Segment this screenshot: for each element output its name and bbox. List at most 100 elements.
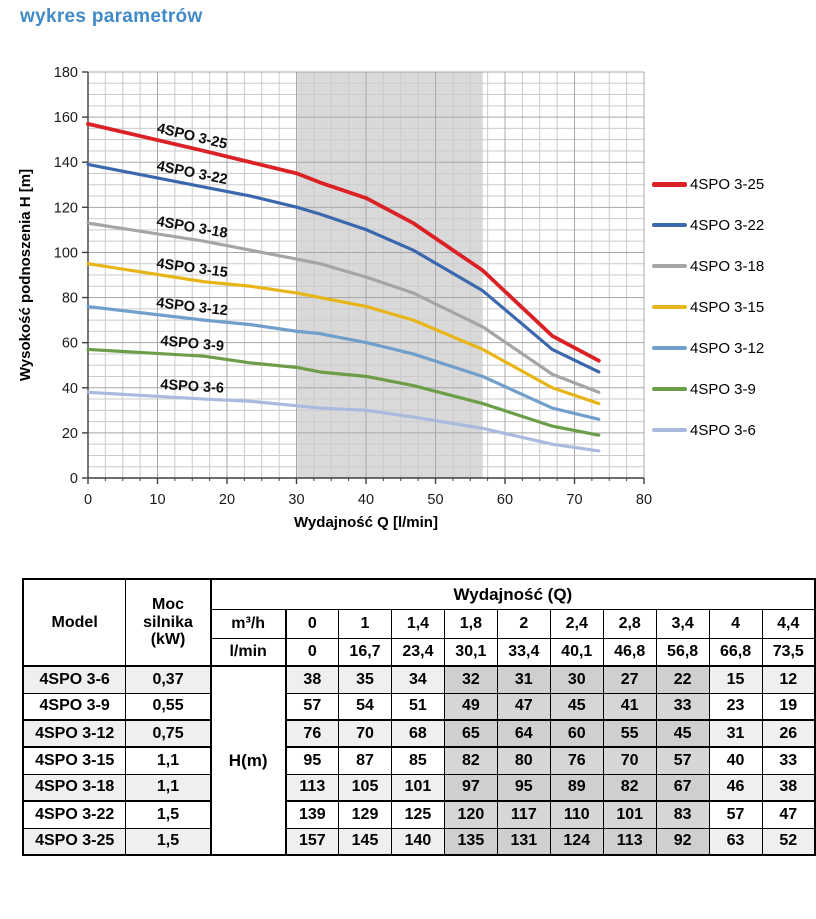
h-value-cell: 47 xyxy=(761,800,816,829)
q-lmin-value: 73,5 xyxy=(761,637,816,667)
legend-label: 4SPO 3-25 xyxy=(690,175,765,193)
h-value-cell: 57 xyxy=(655,746,710,775)
model-cell: 4SPO 3-15 xyxy=(22,746,127,775)
h-value-cell: 12 xyxy=(761,665,816,694)
h-value-cell: 34 xyxy=(390,665,445,694)
y-tick-label: 120 xyxy=(54,200,78,216)
h-value-cell: 51 xyxy=(390,692,445,721)
h-value-cell: 57 xyxy=(285,692,340,721)
x-tick-label: 10 xyxy=(149,492,165,508)
h-value-cell: 131 xyxy=(496,827,551,856)
page-title: wykres parametrów xyxy=(20,6,203,27)
h-value-cell: 83 xyxy=(655,800,710,829)
h-value-cell: 76 xyxy=(549,746,604,775)
h-value-cell: 31 xyxy=(708,719,763,748)
h-value-cell: 47 xyxy=(496,692,551,721)
h-value-cell: 95 xyxy=(285,746,340,775)
legend-item: 4SPO 3-12 xyxy=(652,336,764,360)
x-tick-label: 70 xyxy=(566,492,582,508)
legend-item: 4SPO 3-22 xyxy=(652,213,764,237)
h-value-cell: 55 xyxy=(602,719,657,748)
legend-swatch xyxy=(652,181,687,187)
y-tick-label: 40 xyxy=(62,381,78,397)
legend-label: 4SPO 3-6 xyxy=(690,421,756,439)
h-value-cell: 32 xyxy=(443,665,498,694)
h-value-cell: 95 xyxy=(496,773,551,802)
h-value-cell: 70 xyxy=(602,746,657,775)
h-value-cell: 41 xyxy=(602,692,657,721)
legend-swatch xyxy=(652,428,687,432)
h-value-cell: 129 xyxy=(338,800,392,829)
q-m3h-value: 2,8 xyxy=(602,608,657,639)
q-lmin-value: 30,1 xyxy=(443,637,498,667)
series-line xyxy=(86,304,601,421)
x-axis-title: Wydajność Q [l/min] xyxy=(294,514,438,531)
h-value-cell: 67 xyxy=(655,773,710,802)
h-value-cell: 89 xyxy=(549,773,604,802)
h-value-cell: 97 xyxy=(443,773,498,802)
legend-label: 4SPO 3-12 xyxy=(690,339,765,357)
h-value-cell: 145 xyxy=(338,827,392,856)
x-tick-label: 60 xyxy=(497,492,513,508)
h-value-cell: 40 xyxy=(708,746,763,775)
h-value-cell: 54 xyxy=(338,692,392,721)
h-value-cell: 101 xyxy=(602,800,657,829)
h-value-cell: 49 xyxy=(443,692,498,721)
model-cell: 4SPO 3-12 xyxy=(22,719,127,748)
q-m3h-value: 4,4 xyxy=(761,608,816,639)
legend-item: 4SPO 3-15 xyxy=(652,295,764,319)
power-cell: 1,5 xyxy=(125,800,212,829)
y-tick-label: 180 xyxy=(54,65,78,81)
q-lmin-value: 66,8 xyxy=(708,637,763,667)
h-value-cell: 124 xyxy=(549,827,604,856)
q-lmin-value: 46,8 xyxy=(602,637,657,667)
legend-swatch xyxy=(652,223,687,227)
q-m3h-value: 1,4 xyxy=(390,608,445,639)
h-value-cell: 113 xyxy=(602,827,657,856)
model-header: Model xyxy=(22,578,127,667)
series-line xyxy=(86,121,601,363)
power-cell: 1,1 xyxy=(125,773,212,802)
x-tick-label: 40 xyxy=(358,492,374,508)
h-value-cell: 30 xyxy=(549,665,604,694)
legend-swatch xyxy=(652,305,687,309)
h-value-cell: 82 xyxy=(602,773,657,802)
y-tick-label: 60 xyxy=(62,336,78,352)
curve-label: 4SPO 3-9 xyxy=(160,333,225,355)
h-value-cell: 57 xyxy=(708,800,763,829)
pump-curves-chart: 0 20 40 60 80 100 120 140 160 180 0 10 20 30 40 50 60 70 8… xyxy=(17,65,652,531)
model-cell: 4SPO 3-22 xyxy=(22,800,127,829)
q-lmin-value: 33,4 xyxy=(496,637,551,667)
y-tick-label: 20 xyxy=(62,426,78,442)
h-value-cell: 35 xyxy=(338,665,392,694)
h-value-cell: 117 xyxy=(496,800,551,829)
q-lmin-value: 56,8 xyxy=(655,637,710,667)
legend-label: 4SPO 3-9 xyxy=(690,380,756,398)
q-m3h-value: 0 xyxy=(285,608,340,639)
q-group-header: Wydajność (Q) xyxy=(210,578,816,610)
q-m3h-value: 2 xyxy=(496,608,551,639)
series-line xyxy=(86,262,601,406)
model-cell: 4SPO 3-9 xyxy=(22,692,127,721)
legend-label: 4SPO 3-18 xyxy=(690,257,765,275)
h-value-cell: 22 xyxy=(655,665,710,694)
h-value-cell: 70 xyxy=(338,719,392,748)
h-value-cell: 26 xyxy=(761,719,816,748)
h-value-cell: 105 xyxy=(338,773,392,802)
legend-label: 4SPO 3-15 xyxy=(690,298,765,316)
model-cell: 4SPO 3-18 xyxy=(22,773,127,802)
q-m3h-value: 1 xyxy=(338,608,392,639)
h-value-cell: 82 xyxy=(443,746,498,775)
h-value-cell: 65 xyxy=(443,719,498,748)
q-lmin-value: 16,7 xyxy=(338,637,392,667)
unit-m3h-header: m³/h xyxy=(210,608,287,639)
q-lmin-value: 0 xyxy=(285,637,340,667)
curve-label: 4SPO 3-6 xyxy=(160,377,225,397)
h-value-cell: 64 xyxy=(496,719,551,748)
h-value-cell: 87 xyxy=(338,746,392,775)
chart-legend: 4SPO 3-25 4SPO 3-22 4SPO 3-18 4SPO 3-15 4SPO… xyxy=(652,172,764,442)
h-value-cell: 157 xyxy=(285,827,340,856)
h-value-cell: 113 xyxy=(285,773,340,802)
q-m3h-value: 3,4 xyxy=(655,608,710,639)
